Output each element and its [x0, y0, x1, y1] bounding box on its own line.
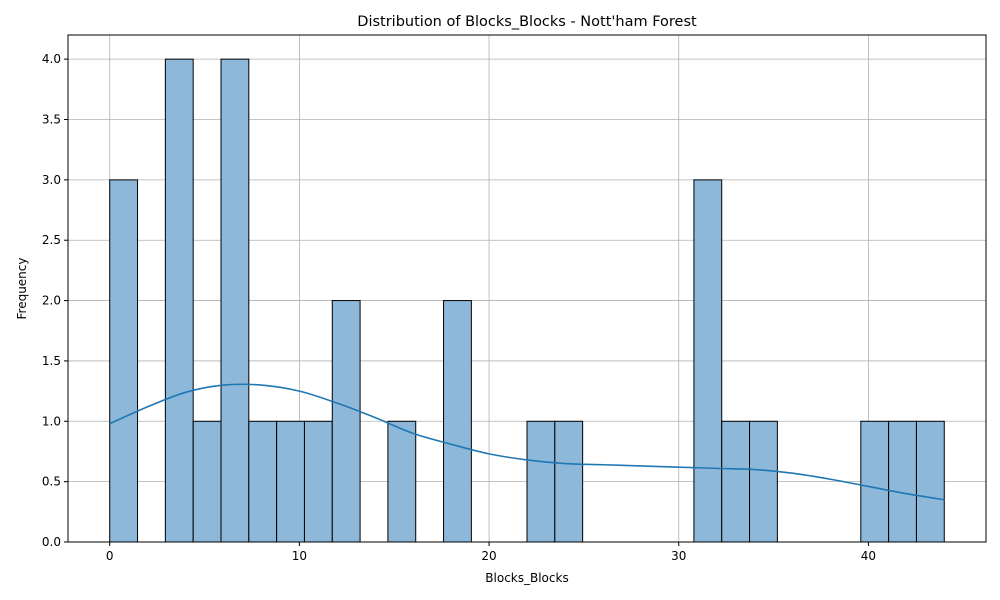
- histogram-bar: [749, 420, 778, 543]
- y-tick-label: 3.0: [42, 173, 61, 187]
- histogram-bar: [721, 420, 751, 543]
- x-axis-ticks: 0 10 20 30 40: [106, 542, 876, 563]
- y-axis-ticks: 0.0 0.5 1.0 1.5 2.0 2.5 3.0 3.5 4.0: [42, 52, 68, 549]
- x-tick-label: 10: [292, 549, 307, 563]
- x-tick-label: 40: [861, 549, 876, 563]
- y-tick-label: 1.5: [42, 354, 61, 368]
- histogram-bar: [554, 420, 584, 543]
- x-tick-label: 20: [481, 549, 496, 563]
- histogram-bar: [860, 420, 890, 543]
- histogram-bar: [248, 420, 278, 543]
- histogram-bar: [109, 179, 139, 543]
- y-tick-label: 0.5: [42, 475, 61, 489]
- x-axis-title: Blocks_Blocks: [485, 571, 568, 585]
- histogram-bar: [443, 300, 472, 543]
- histogram-bar: [387, 420, 417, 543]
- histogram-bar: [915, 420, 945, 543]
- y-tick-label: 2.0: [42, 294, 61, 308]
- y-tick-label: 1.0: [42, 414, 61, 428]
- histogram-bar: [888, 420, 917, 543]
- y-tick-label: 0.0: [42, 535, 61, 549]
- chart-title: Distribution of Blocks_Blocks - Nott'ham…: [357, 14, 697, 30]
- plot-area-frame: [67, 34, 987, 543]
- y-axis-title: Frequency: [15, 258, 29, 320]
- histogram-bar: [164, 58, 194, 543]
- kde-curve-group: [109, 383, 945, 501]
- kde-curve: [109, 383, 945, 501]
- y-tick-label: 3.5: [42, 113, 61, 127]
- histogram-bar: [276, 420, 305, 543]
- histogram-bar: [331, 300, 361, 543]
- y-tick-label: 4.0: [42, 52, 61, 66]
- histogram-bar: [693, 179, 723, 543]
- histogram-bars: [109, 58, 945, 543]
- histogram-bar: [220, 58, 250, 543]
- histogram-bar: [526, 420, 556, 543]
- histogram-bar: [303, 420, 333, 543]
- x-tick-label: 30: [671, 549, 686, 563]
- y-tick-label: 2.5: [42, 233, 61, 247]
- x-tick-label: 0: [106, 549, 114, 563]
- histogram-bar: [192, 420, 222, 543]
